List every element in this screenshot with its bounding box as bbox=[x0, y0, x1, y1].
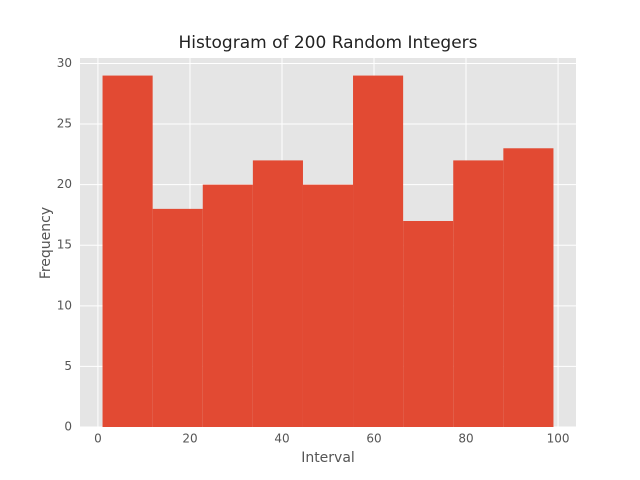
x-tick-label: 20 bbox=[182, 432, 197, 446]
bars bbox=[102, 75, 554, 428]
y-tick-label: 20 bbox=[57, 177, 72, 191]
y-tick-label: 5 bbox=[64, 359, 72, 373]
y-tick-label: 30 bbox=[57, 56, 72, 70]
x-tick-label: 40 bbox=[274, 432, 289, 446]
chart-title: Histogram of 200 Random Integers bbox=[178, 33, 477, 53]
bar bbox=[353, 75, 404, 428]
y-tick-label: 10 bbox=[57, 298, 72, 312]
bar bbox=[503, 148, 554, 427]
y-tick-label: 15 bbox=[57, 238, 72, 252]
x-tick-label: 0 bbox=[94, 432, 102, 446]
y-axis-label: Frequency bbox=[38, 207, 54, 279]
bar bbox=[453, 160, 504, 427]
bar bbox=[202, 184, 253, 427]
x-tick-label: 80 bbox=[458, 432, 473, 446]
y-tick-label: 0 bbox=[64, 420, 72, 434]
y-tick-label: 25 bbox=[57, 117, 72, 131]
bar bbox=[102, 75, 153, 428]
x-tick-label: 100 bbox=[547, 432, 570, 446]
x-axis-label: Interval bbox=[301, 450, 355, 466]
bar bbox=[403, 220, 454, 427]
x-tick-label: 60 bbox=[366, 432, 381, 446]
bar bbox=[302, 184, 354, 427]
bar bbox=[152, 208, 203, 427]
bar bbox=[252, 160, 303, 427]
